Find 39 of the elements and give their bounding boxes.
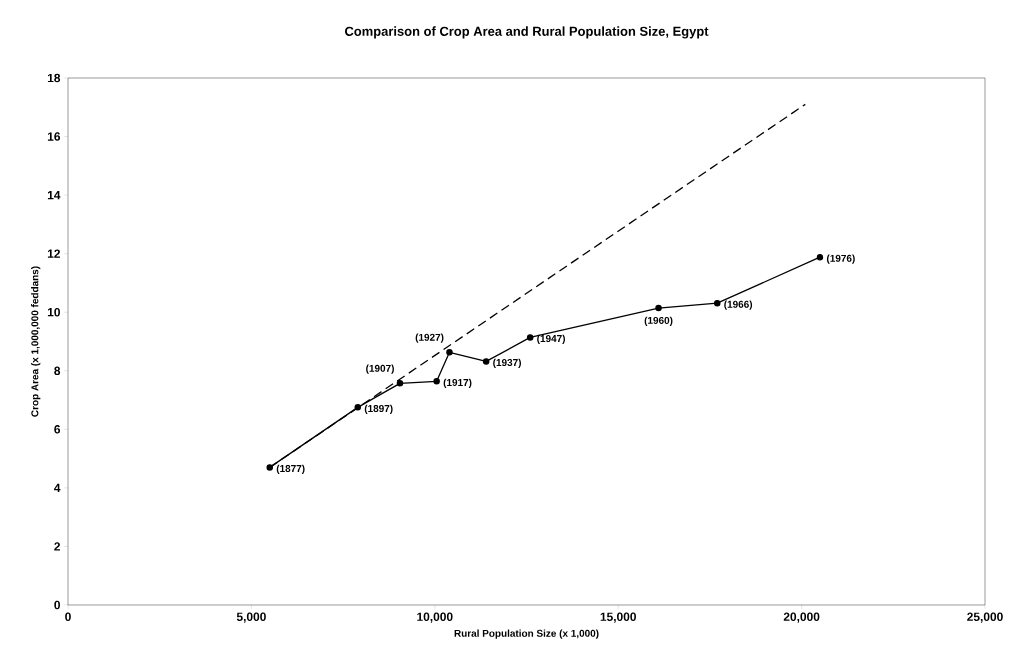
- annotation: (1877): [276, 464, 305, 475]
- annotation: (1937): [493, 358, 521, 369]
- x-tick-label: 0: [65, 612, 71, 621]
- chart-title: Comparison of Crop Area and Rural Population Size, Egypt: [344, 26, 709, 39]
- y-tick-label: 18: [47, 73, 61, 83]
- point: [446, 349, 453, 356]
- point: [816, 253, 824, 261]
- y-tick-label: 16: [47, 132, 61, 141]
- point: [713, 299, 721, 307]
- annotation: (1960): [644, 316, 673, 326]
- annotation: (1976): [826, 254, 855, 264]
- point: [396, 380, 404, 387]
- y-tick-label: 0: [54, 600, 60, 610]
- y-tick-label: 14: [47, 191, 61, 200]
- x-tick-label: 5,000: [236, 612, 266, 623]
- annotation: (1907): [366, 364, 394, 374]
- annotation: (1947): [537, 334, 565, 345]
- y-tick-label: 6: [54, 425, 61, 434]
- x-tick-label: 15,000: [600, 612, 636, 623]
- point: [354, 404, 362, 411]
- annotation: (1927): [415, 333, 444, 343]
- point: [266, 464, 273, 471]
- y-tick-label: 12: [47, 249, 60, 258]
- x-tick-label: 10,000: [417, 612, 453, 623]
- y-tick-label: 10: [47, 307, 60, 317]
- y-tick-label: 2: [54, 542, 60, 551]
- annotation: (1897): [364, 404, 393, 415]
- point: [655, 304, 662, 312]
- point: [526, 334, 534, 341]
- x-tick-label: 20,000: [783, 612, 820, 623]
- annotation: (1966): [724, 300, 753, 310]
- y-tick-label: 8: [54, 366, 61, 375]
- x-tick-label: 25,000: [967, 612, 1003, 623]
- x-axis-title: Rural Population Size (x 1,000): [454, 629, 599, 639]
- point: [482, 358, 490, 365]
- point: [433, 378, 440, 385]
- annotation: (1917): [443, 378, 472, 388]
- y-tick-label: 4: [54, 483, 61, 492]
- y-axis-title: Crop Area (x 1,000,000 feddans): [31, 266, 41, 417]
